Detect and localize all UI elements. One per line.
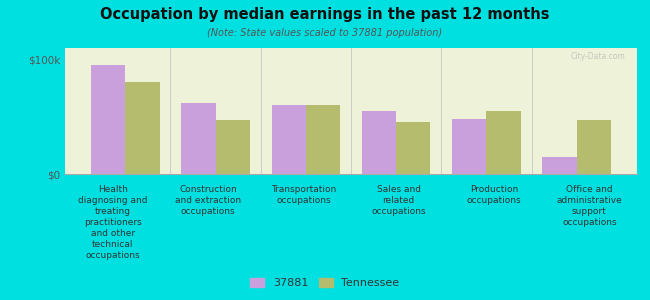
Bar	[486, 111, 521, 174]
Text: Office and
administrative
support
occupations: Office and administrative support occupa…	[556, 184, 622, 227]
Text: Sales and
related
occupations: Sales and related occupations	[371, 184, 426, 216]
Text: (Note: State values scaled to 37881 population): (Note: State values scaled to 37881 popu…	[207, 28, 443, 38]
Text: Transportation
occupations: Transportation occupations	[270, 184, 336, 205]
Bar	[452, 119, 486, 174]
Text: City-Data.com: City-Data.com	[571, 52, 625, 61]
Text: Occupation by median earnings in the past 12 months: Occupation by median earnings in the pas…	[100, 8, 550, 22]
Bar	[577, 120, 611, 174]
Bar	[272, 105, 306, 174]
Text: Health
diagnosing and
treating
practitioners
and other
technical
occupations: Health diagnosing and treating practitio…	[78, 184, 148, 260]
Bar	[91, 65, 125, 174]
Bar	[396, 122, 430, 174]
Bar	[542, 157, 577, 174]
Bar	[125, 82, 160, 174]
Legend: 37881, Tennessee: 37881, Tennessee	[247, 274, 403, 291]
Bar	[216, 120, 250, 174]
Bar	[362, 111, 396, 174]
Text: Construction
and extraction
occupations: Construction and extraction occupations	[175, 184, 241, 216]
Text: Production
occupations: Production occupations	[467, 184, 521, 205]
Bar	[306, 105, 340, 174]
Bar	[181, 103, 216, 174]
